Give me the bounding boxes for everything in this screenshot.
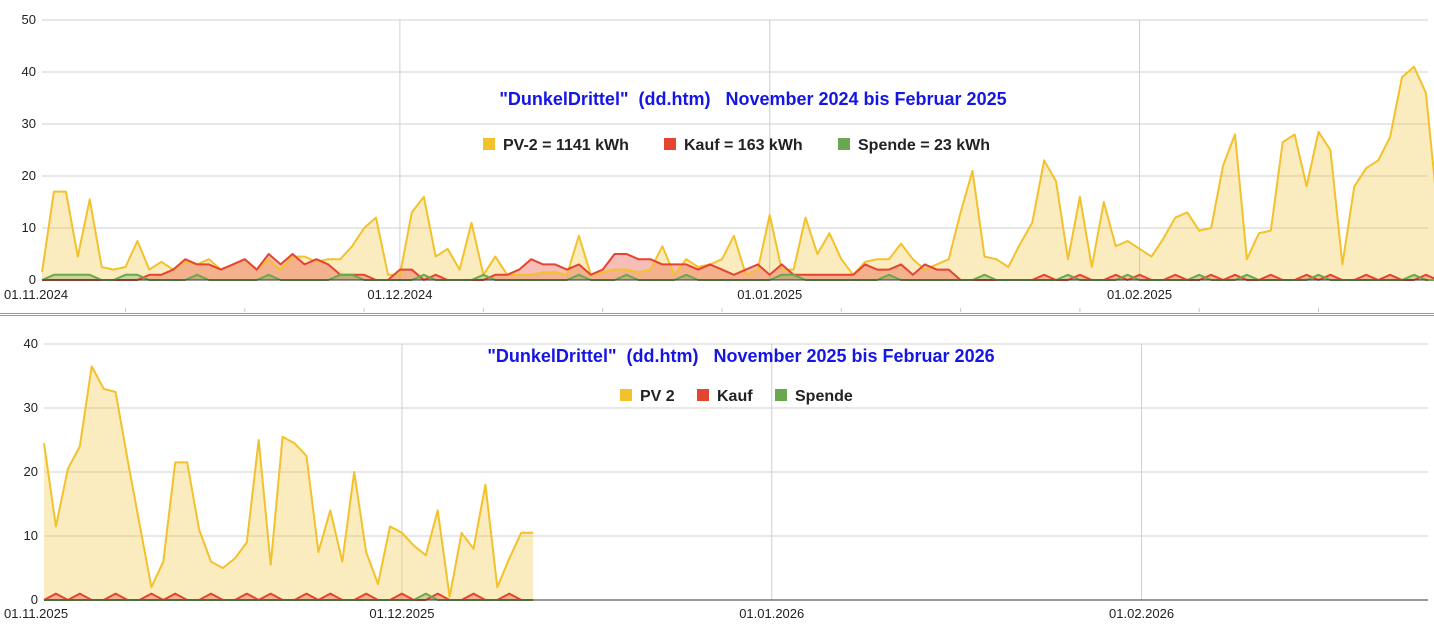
legend-label: Spende = 23 kWh <box>858 137 990 154</box>
legend-swatch <box>664 138 676 150</box>
axes: 0 10 20 30 40 50 01.11.2024 01.12.2024 01.01.202… <box>4 12 1428 312</box>
y-tick-label: 20 <box>22 168 36 183</box>
y-tick-label: 10 <box>24 528 38 543</box>
legend-swatch <box>775 389 787 401</box>
legend-swatch <box>697 389 709 401</box>
series-areas <box>42 66 1434 280</box>
y-tick-label: 30 <box>22 116 36 131</box>
chart-title: "DunkelDrittel" (dd.htm) November 2025 b… <box>487 346 994 366</box>
legend-label: PV 2 <box>640 388 675 405</box>
legend-swatch <box>483 138 495 150</box>
x-tick-label: 01.01.2025 <box>737 287 802 302</box>
chart-nov-2024-feb-2025: 0 10 20 30 40 50 01.11.2024 01.12.2024 01.01.202… <box>4 12 1434 312</box>
y-tick-label: 30 <box>24 400 38 415</box>
legend: PV-2 = 1141 kWh Kauf = 163 kWh Spende = 23… <box>483 137 990 154</box>
series-area <box>42 254 1434 280</box>
y-tick-label: 0 <box>29 272 36 287</box>
x-tick-label: 01.02.2025 <box>1107 287 1172 302</box>
y-tick-label: 40 <box>24 336 38 351</box>
series-area <box>42 66 1434 280</box>
chart-nov-2025-feb-2026: 0 10 20 30 40 01.11.2025 01.12.2025 01.01.2026 0… <box>4 336 1428 621</box>
x-tick-label: 01.01.2026 <box>739 606 804 621</box>
legend-swatch <box>620 389 632 401</box>
grid <box>44 343 1428 600</box>
legend: PV 2 Kauf Spende <box>620 388 853 405</box>
x-tick-label: 01.11.2025 <box>4 606 68 621</box>
legend-swatch <box>838 138 850 150</box>
x-tick-label: 01.02.2026 <box>1109 606 1174 621</box>
y-tick-label: 0 <box>31 592 38 607</box>
axes: 0 10 20 30 40 01.11.2025 01.12.2025 01.01.2026 0… <box>4 336 1428 621</box>
legend-label: Spende <box>795 388 853 405</box>
chart-divider <box>0 313 1434 316</box>
legend-label: PV-2 = 1141 kWh <box>503 137 629 154</box>
series-line <box>43 365 534 598</box>
y-tick-label: 50 <box>22 12 36 27</box>
y-tick-label: 10 <box>22 220 36 235</box>
x-tick-label: 01.12.2025 <box>369 606 434 621</box>
legend-label: Kauf <box>717 388 753 405</box>
legend-label: Kauf = 163 kWh <box>684 137 803 154</box>
series-line <box>41 65 1434 276</box>
y-tick-label: 40 <box>22 64 36 79</box>
x-tick-label: 01.11.2024 <box>4 287 68 302</box>
y-tick-label: 20 <box>24 464 38 479</box>
chart-title: "DunkelDrittel" (dd.htm) November 2024 b… <box>499 89 1006 109</box>
x-tick-label: 01.12.2024 <box>367 287 432 302</box>
